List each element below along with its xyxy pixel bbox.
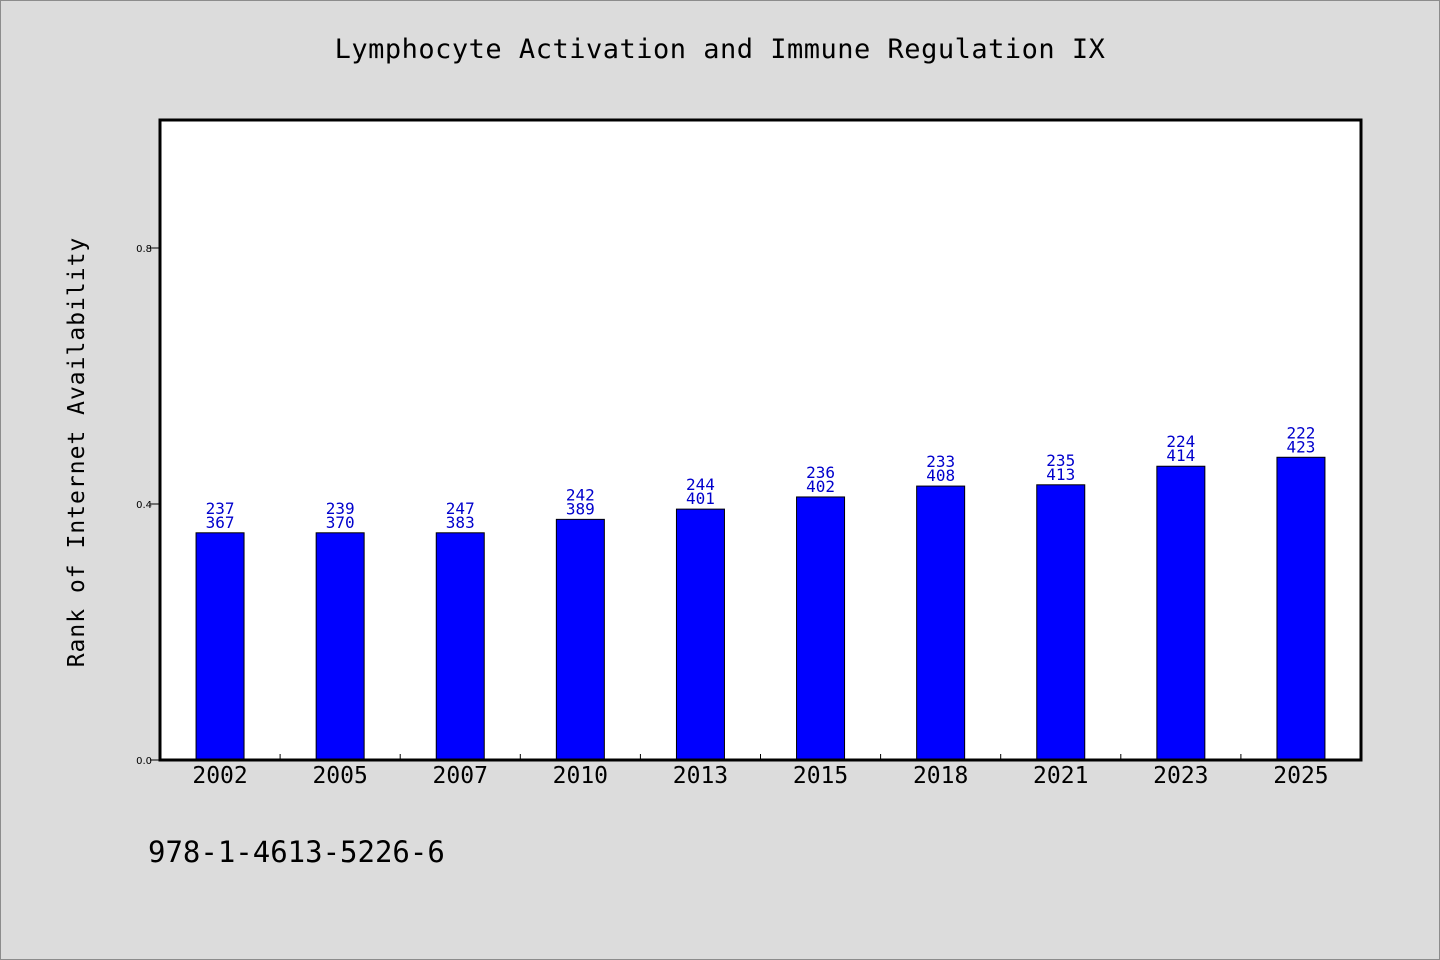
category-labels: 2002 2005 2007 2010 2013 2015 2018 2021 2023 2025 [192,763,1328,789]
y-tick-label: 0.8 [136,244,152,255]
data-label-top: 242 [566,485,595,504]
bar-2010 [555,518,605,761]
data-label-bottom: 414 [1166,446,1195,465]
data-label-top: 224 [1166,432,1195,451]
y-axis-ticks: 0.0 0.4 0.8 [136,244,160,767]
data-label-bottom: 401 [686,489,715,508]
x-category-label: 2002 [192,763,247,789]
bar-2018 [916,485,966,761]
data-label-top: 247 [446,499,475,518]
data-label-bottom: 389 [566,499,595,518]
bar-2025 [1276,456,1326,761]
x-category-label: 2005 [312,763,367,789]
bar-2002 [195,532,245,761]
data-label-top: 244 [686,475,715,494]
data-label-top: 233 [926,452,955,471]
bar-2015 [796,496,846,761]
data-label-bottom: 423 [1286,437,1315,456]
x-category-label: 2015 [793,763,848,789]
x-category-label: 2021 [1033,763,1088,789]
data-labels: 2373672393702473832423892444012364022334… [206,423,1316,532]
bars [195,456,1326,761]
chart-title: Lymphocyte Activation and Immune Regulat… [334,34,1106,65]
bar-2021 [1036,484,1086,761]
data-label-top: 235 [1046,451,1075,470]
data-label-bottom: 402 [806,477,835,496]
y-tick-label: 0.0 [136,756,152,767]
data-label-bottom: 383 [446,513,475,532]
data-label-bottom: 367 [206,513,235,532]
bar-2007 [435,532,485,761]
x-category-label: 2007 [433,763,488,789]
x-category-label: 2010 [553,763,608,789]
isbn-code: 978-1-4613-5226-6 [148,835,445,869]
x-category-label: 2013 [673,763,728,789]
data-label-bottom: 413 [1046,465,1075,484]
data-label-top: 239 [326,499,355,518]
y-tick-label: 0.4 [136,500,152,511]
bar-2013 [675,508,725,761]
bar-2023 [1156,465,1206,761]
bar-2005 [315,532,365,761]
x-category-label: 2023 [1153,763,1208,789]
data-label-top: 222 [1286,423,1315,442]
data-label-top: 237 [206,499,235,518]
data-label-bottom: 408 [926,466,955,485]
data-label-bottom: 370 [326,513,355,532]
plot-border [158,118,1363,762]
x-category-label: 2025 [1273,763,1328,789]
data-label-top: 236 [806,463,835,482]
x-category-label: 2018 [913,763,968,789]
